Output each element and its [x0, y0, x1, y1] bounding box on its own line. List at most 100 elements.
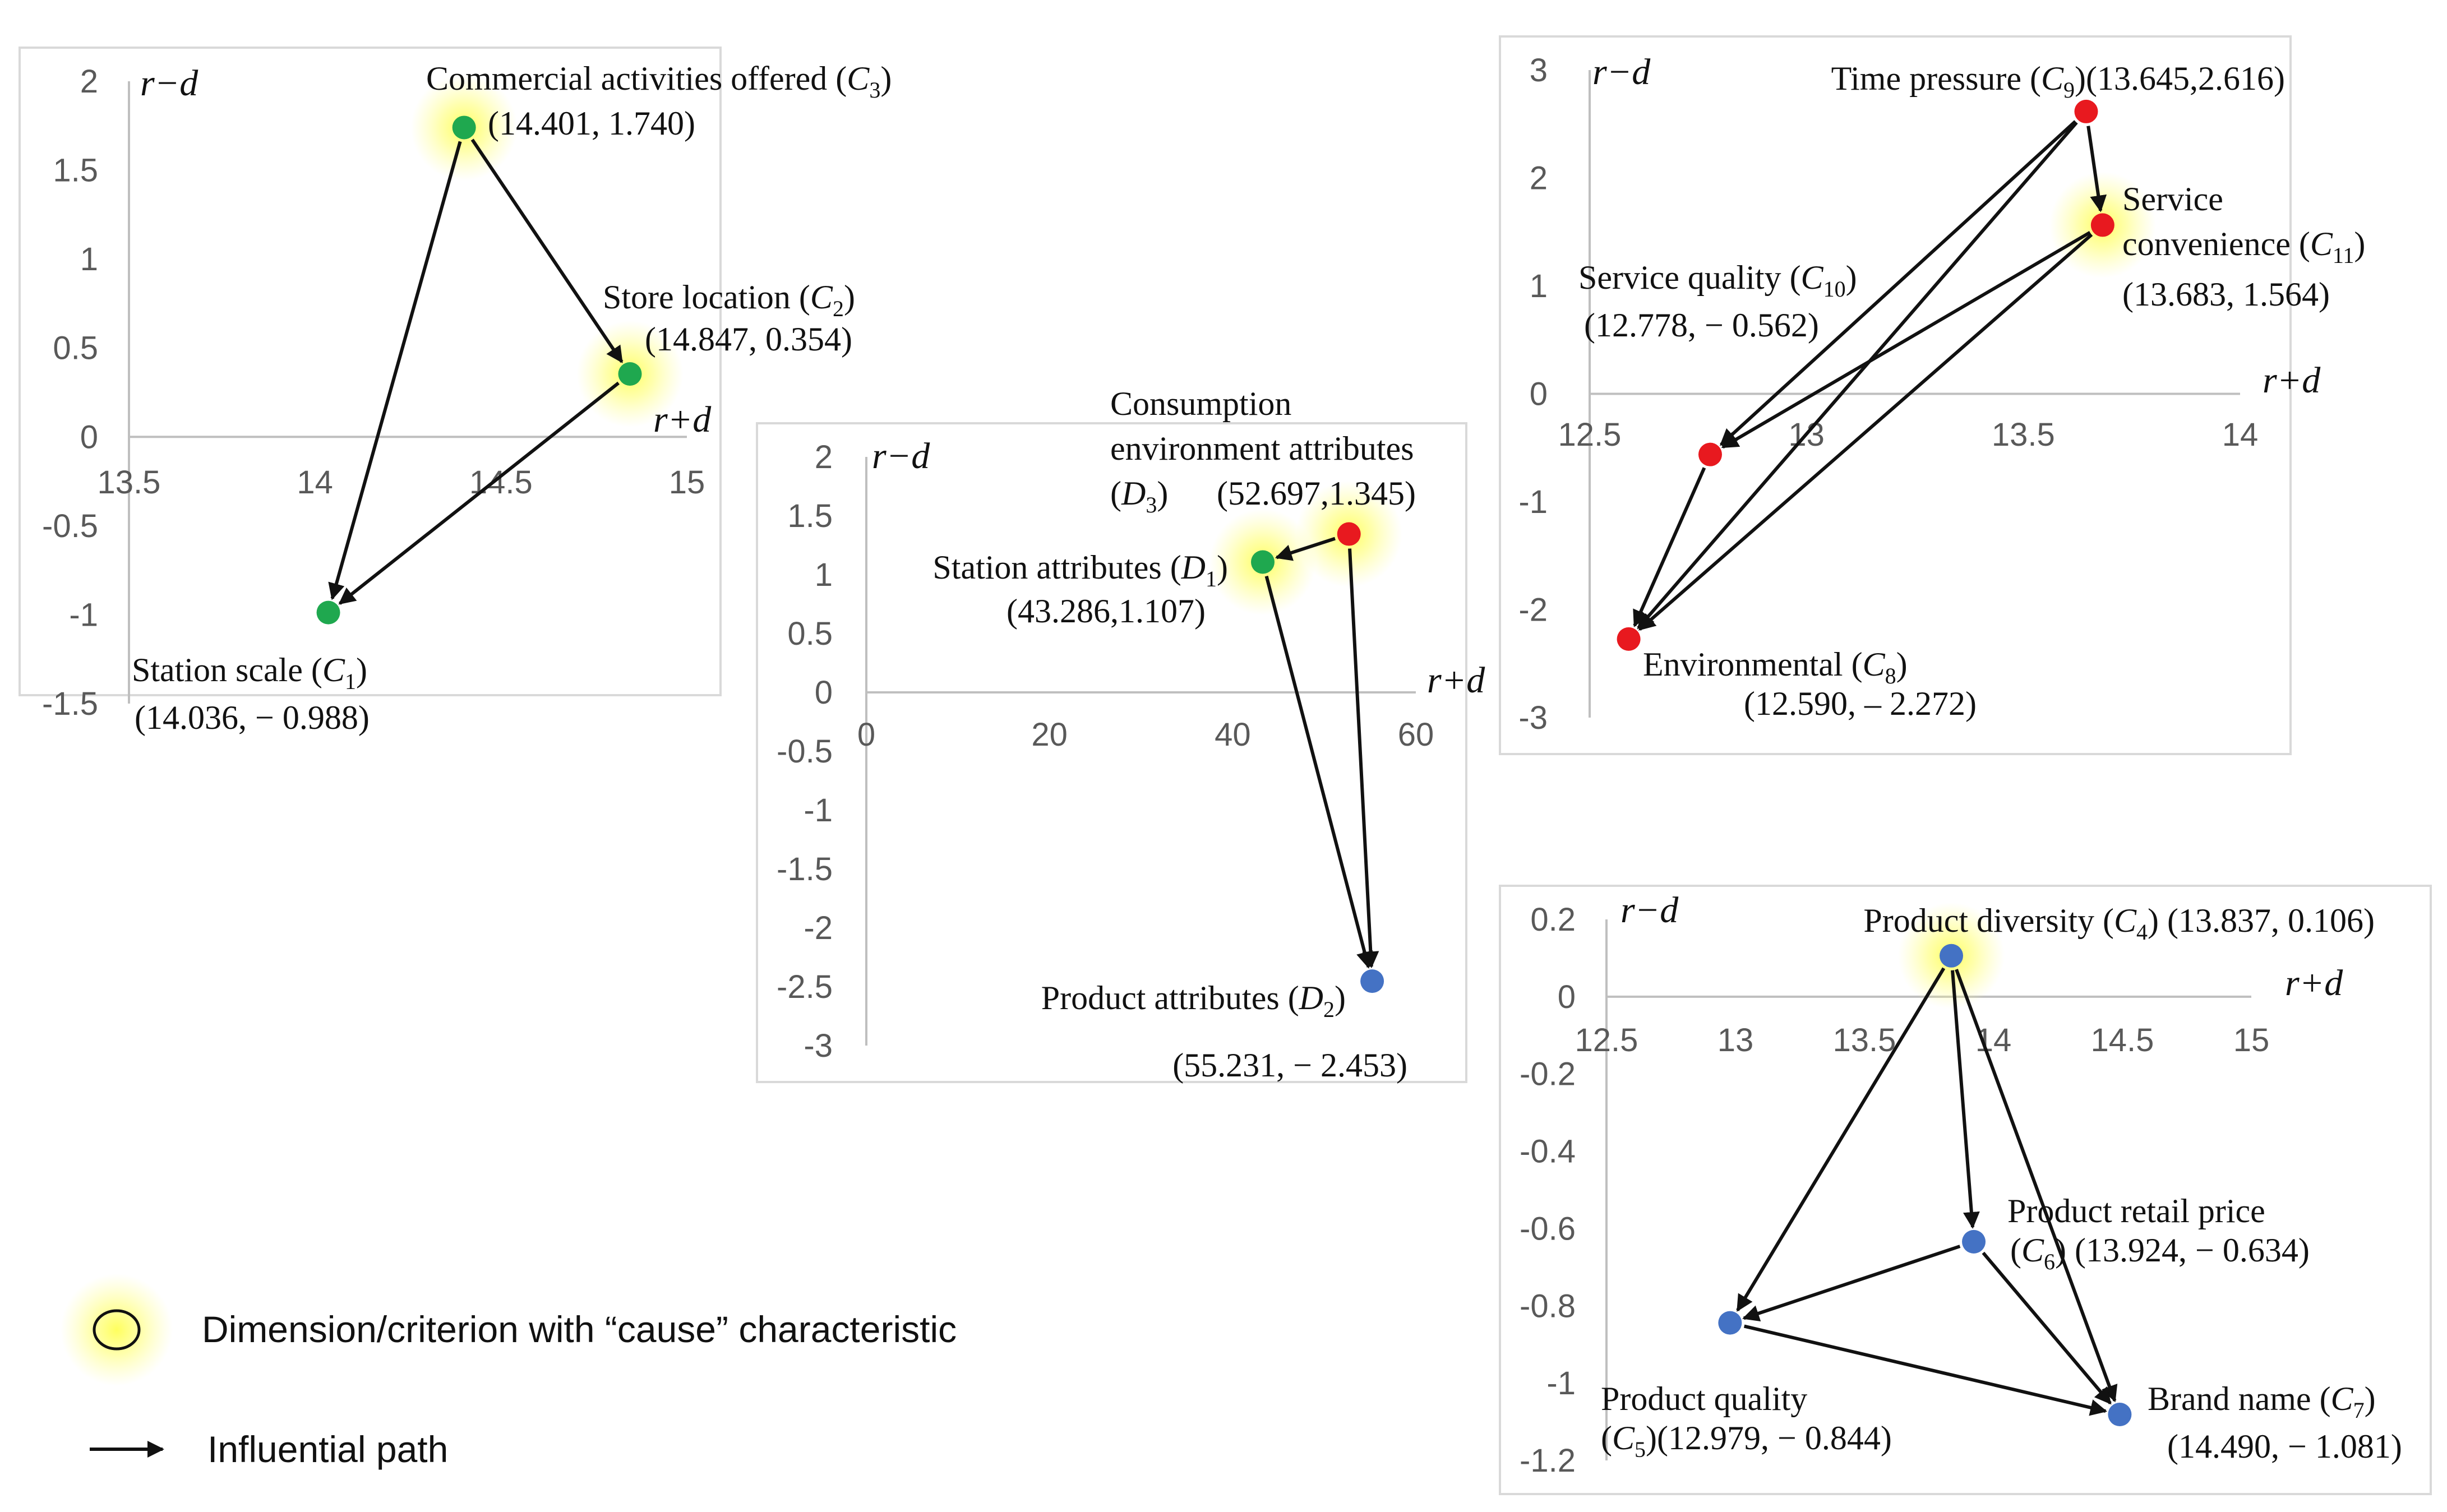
- point-label-C8: (12.590, – 2.272): [1744, 685, 1977, 722]
- point-label-C11: Service: [2122, 181, 2223, 218]
- influence-arrow-C6-C5: [1742, 1245, 1961, 1322]
- x-tick-label: 14: [2222, 417, 2259, 453]
- point-label-D1: Station attributes (D1): [932, 549, 1228, 591]
- y-tick-label: 1.5: [787, 498, 833, 534]
- data-point-C7: [2108, 1402, 2132, 1426]
- influence-arrow-C6-C7: [1982, 1251, 2112, 1405]
- y-tick-label: -0.5: [42, 508, 98, 544]
- point-label-C3: Commercial activities offered (C3): [426, 60, 892, 103]
- y-tick-label: -0.5: [777, 733, 833, 770]
- influence-arrow-C9-C10: [1719, 120, 2077, 446]
- point-label-D1: (43.286,1.107): [1006, 593, 1206, 630]
- point-label-C8: Environmental (C8): [1643, 646, 1908, 688]
- influence-arrow-C2-C1: [338, 381, 620, 605]
- y-tick-label: -1.2: [1520, 1442, 1576, 1479]
- data-point-D2: [1360, 969, 1384, 993]
- y-tick-label: -0.4: [1520, 1134, 1576, 1170]
- point-label-C2: Store location (C2): [603, 279, 855, 321]
- data-point-C9: [2074, 99, 2098, 123]
- point-label-C6: (C6) (13.924, − 0.634): [2010, 1232, 2310, 1274]
- x-tick-label: 20: [1031, 716, 1068, 753]
- point-label-D3: (52.697,1.345): [1217, 475, 1416, 512]
- influence-arrow-C3-C2: [470, 138, 624, 363]
- legend-path-label: Influential path: [207, 1428, 448, 1470]
- chart-c4-frame: [1499, 885, 2432, 1495]
- x-tick-label: 15: [2233, 1022, 2270, 1058]
- y-tick-label: -0.2: [1520, 1056, 1576, 1093]
- y-tick-label: 1.5: [53, 152, 98, 189]
- y-tick-label: -0.8: [1520, 1288, 1576, 1324]
- x-axis-label: r+d: [2263, 360, 2321, 401]
- data-point-C5: [1718, 1311, 1742, 1335]
- chart-c3-frame: [1499, 35, 2292, 755]
- data-point-C3: [452, 115, 476, 140]
- legend-cause-circle: [93, 1309, 141, 1351]
- y-tick-label: 1: [80, 241, 98, 278]
- y-tick-label: -0.6: [1520, 1210, 1576, 1247]
- y-axis-label: r−d: [1620, 890, 1679, 931]
- chart-d-frame: [756, 422, 1467, 1083]
- x-tick-label: 60: [1398, 716, 1434, 753]
- point-label-D3: Consumption: [1110, 385, 1291, 422]
- data-point-C11: [2090, 213, 2114, 237]
- y-tick-label: 0.5: [53, 330, 98, 367]
- legend-glow-marker: [61, 1274, 173, 1386]
- x-tick-label: 12.5: [1558, 417, 1622, 453]
- x-tick-label: 13.5: [98, 464, 161, 501]
- point-label-C1: Station scale (C1): [132, 651, 367, 694]
- influence-arrow-C4-C6: [1951, 970, 1980, 1229]
- influence-arrow-C11-C10: [1721, 230, 2091, 449]
- point-label-C7: (14.490, − 1.081): [2167, 1428, 2402, 1465]
- point-label-D3: environment attributes: [1110, 430, 1414, 467]
- data-point-D1: [1251, 550, 1275, 574]
- x-axis-label: r+d: [2285, 963, 2343, 1004]
- y-tick-label: -1: [69, 597, 98, 633]
- x-axis-label: r+d: [1427, 660, 1485, 701]
- data-point-C6: [1962, 1229, 1986, 1254]
- y-tick-label: -2: [804, 910, 833, 946]
- influence-arrow-C3-C1: [328, 141, 462, 600]
- point-label-C10: Service quality (C10): [1578, 259, 1857, 302]
- y-tick-label: -2.5: [777, 969, 833, 1005]
- influence-arrow-C9-C8: [1637, 121, 2078, 630]
- x-tick-label: 13.5: [1833, 1022, 1896, 1058]
- y-tick-label: 3: [1530, 52, 1548, 89]
- point-label-C5: (C5)(12.979, − 0.844): [1601, 1419, 1892, 1462]
- x-tick-label: 40: [1215, 716, 1251, 753]
- legend: Dimension/criterion with “cause” charact…: [61, 1274, 957, 1470]
- y-axis-label: r−d: [872, 436, 930, 477]
- data-point-C2: [618, 362, 642, 386]
- y-tick-label: -1: [1518, 484, 1548, 520]
- chart-d: 0 20 40 60 2 1.5 1 0.5 0 -0.5 -1 -1.5 -2 -2.5 -3 r−d r+d…: [756, 385, 1485, 1084]
- y-tick-label: 0: [1530, 376, 1548, 413]
- y-tick-label: 0.2: [1530, 901, 1576, 938]
- y-tick-label: 0: [80, 419, 98, 455]
- data-point-C4: [1940, 944, 1964, 968]
- y-tick-label: -3: [1518, 700, 1548, 736]
- y-tick-label: -1.5: [777, 851, 833, 887]
- influence-arrow-C10-C8: [1633, 467, 1706, 627]
- charts-layer: 13.5 14 14.5 15 2 1.5 1 0.5 0 -0.5 -1 -1.5 r−d r+d Com…: [19, 35, 2432, 1495]
- y-tick-label: 0: [1558, 979, 1576, 1015]
- y-tick-label: 2: [1530, 160, 1548, 197]
- x-tick-label: 13.5: [1992, 417, 2055, 453]
- influence-arrow-C4-C7: [1955, 969, 2118, 1403]
- data-point-C1: [316, 600, 340, 625]
- x-tick-label: 14: [297, 464, 333, 501]
- y-axis-label: r−d: [1592, 52, 1651, 93]
- y-tick-label: -3: [804, 1028, 833, 1064]
- influence-arrow-C11-C8: [1638, 233, 2093, 631]
- influence-arrow-C4-C5: [1736, 967, 1946, 1312]
- influence-arrow-D3-D2: [1348, 548, 1379, 969]
- y-tick-label: -1: [1546, 1365, 1576, 1402]
- x-tick-label: 12.5: [1575, 1022, 1638, 1058]
- point-label-C10: (12.778, − 0.562): [1584, 307, 1819, 344]
- chart-c1: 13.5 14 14.5 1521.510.50-0.5-1-1.5r−dr+dCom…: [19, 47, 892, 736]
- y-tick-label: 0: [815, 674, 833, 711]
- influence-arrow-C5-C7: [1743, 1324, 2108, 1416]
- point-label-C7: Brand name (C7): [2148, 1380, 2376, 1423]
- x-tick-label: 0: [857, 716, 875, 753]
- y-tick-label: -1: [804, 792, 833, 829]
